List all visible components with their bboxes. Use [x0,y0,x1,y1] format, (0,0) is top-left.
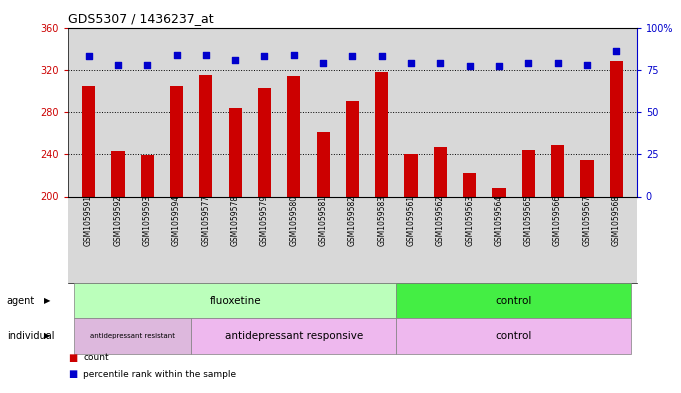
Point [406,60,417,66]
Bar [200,75,212,196]
Point [377,53,387,59]
Text: antidepressant responsive: antidepressant responsive [225,331,363,341]
Point [288,51,299,58]
Text: percentile rank within the sample: percentile rank within the sample [83,370,236,378]
Bar [522,150,535,196]
Bar [229,108,242,196]
Text: ▶: ▶ [44,296,51,305]
Bar [82,86,95,196]
Bar [170,86,183,196]
Text: count: count [83,353,109,362]
Bar [258,88,271,196]
Point [494,63,505,70]
Text: antidepressant resistant: antidepressant resistant [90,333,175,339]
Bar [191,318,396,354]
Bar [111,151,125,196]
Point [112,62,123,68]
Point [259,53,270,59]
Bar [74,283,396,318]
Bar [434,147,447,196]
Point [464,63,475,70]
Text: control: control [496,331,532,341]
Bar [375,72,388,196]
Point [552,60,563,66]
Point [171,51,182,58]
Text: individual: individual [7,331,54,341]
Text: ■: ■ [68,353,78,363]
Point [435,60,446,66]
Text: control: control [496,296,532,306]
Bar [580,160,594,196]
Text: ▶: ▶ [44,332,51,340]
Bar [492,188,505,196]
Bar [287,76,300,196]
Text: GDS5307 / 1436237_at: GDS5307 / 1436237_at [68,12,214,25]
Bar [609,61,623,196]
Point [83,53,94,59]
Bar [405,154,417,196]
Point [582,62,592,68]
Bar [141,155,154,196]
Bar [396,283,631,318]
Point [347,53,358,59]
Point [229,57,240,63]
Point [611,48,622,54]
Bar [396,318,631,354]
Bar [463,173,476,196]
Point [142,62,153,68]
Text: ■: ■ [68,369,78,379]
Bar [317,132,330,196]
Text: fluoxetine: fluoxetine [209,296,261,306]
Point [200,51,211,58]
Bar [551,145,564,196]
Point [317,60,328,66]
Bar [74,318,191,354]
Bar [346,101,359,196]
Text: agent: agent [7,296,35,306]
Point [523,60,534,66]
